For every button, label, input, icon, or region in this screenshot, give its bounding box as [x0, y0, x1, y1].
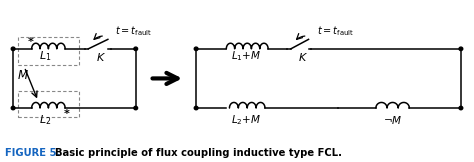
Text: Basic principle of flux coupling inductive type FCL.: Basic principle of flux coupling inducti… — [55, 148, 342, 158]
Circle shape — [134, 106, 137, 110]
Text: *: * — [64, 109, 70, 119]
Text: $L_1{+}M$: $L_1{+}M$ — [231, 50, 261, 64]
Text: $K$: $K$ — [298, 51, 308, 63]
Text: FIGURE 5.: FIGURE 5. — [5, 148, 60, 158]
Circle shape — [134, 47, 137, 51]
Text: $\neg M$: $\neg M$ — [383, 114, 402, 126]
Circle shape — [194, 106, 198, 110]
Text: $t = t_{\rm fault}$: $t = t_{\rm fault}$ — [317, 24, 354, 38]
Text: $M$: $M$ — [18, 69, 29, 82]
Text: *: * — [28, 37, 34, 47]
Circle shape — [11, 47, 15, 51]
Text: $t = t_{\rm fault}$: $t = t_{\rm fault}$ — [115, 24, 152, 38]
Circle shape — [194, 47, 198, 51]
Text: $K$: $K$ — [96, 51, 106, 63]
Text: $L_1$: $L_1$ — [39, 50, 52, 64]
Circle shape — [11, 106, 15, 110]
Circle shape — [459, 106, 463, 110]
Text: $L_2$: $L_2$ — [39, 113, 52, 127]
Text: $L_2{+}M$: $L_2{+}M$ — [231, 113, 261, 127]
Circle shape — [459, 47, 463, 51]
